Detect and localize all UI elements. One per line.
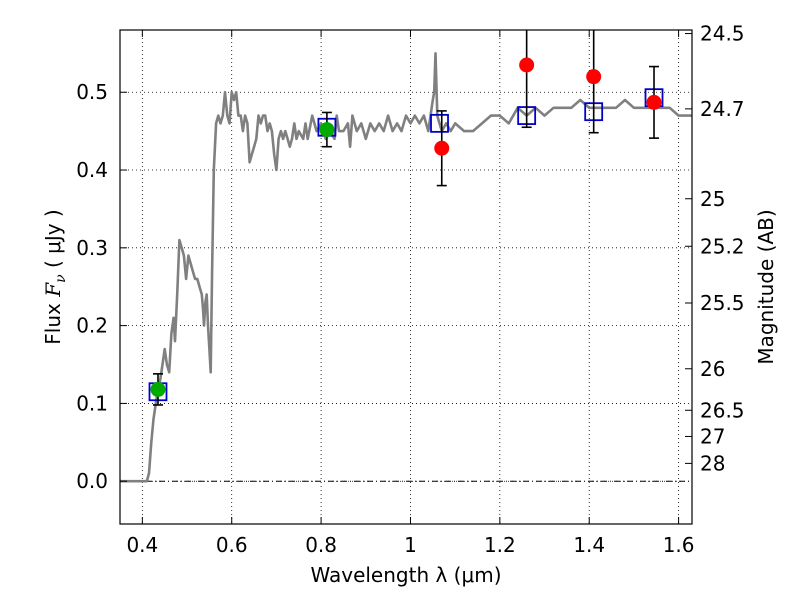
y-tick-label: 0.3 bbox=[76, 236, 108, 260]
x-tick-label: 0.4 bbox=[126, 533, 158, 557]
y-tick-label: 0.1 bbox=[76, 391, 108, 415]
magnitude-tick-label: 26.5 bbox=[700, 398, 745, 422]
y-axis-label-symbol: F bbox=[41, 282, 65, 298]
photometry-point bbox=[519, 57, 535, 73]
x-axis-ticks: 0.4 0.6 0.8 1 1.2 1.4 1.6 bbox=[126, 30, 695, 557]
photometry-point bbox=[150, 381, 166, 397]
x-tick-label: 1.6 bbox=[663, 533, 695, 557]
photometry-point bbox=[434, 140, 450, 156]
magnitude-tick-label: 25.5 bbox=[700, 291, 745, 315]
photometry-point bbox=[646, 94, 662, 110]
x-tick-label: 1.4 bbox=[573, 533, 605, 557]
model-photometry-boxes bbox=[148, 88, 664, 402]
photometry-point bbox=[586, 69, 602, 85]
magnitude-tick-label: 25.2 bbox=[700, 234, 745, 258]
x-tick-label: 0.8 bbox=[305, 533, 337, 557]
magnitude-tick-label: 24.7 bbox=[700, 97, 745, 121]
photometry-point bbox=[319, 122, 335, 138]
magnitude-tick-label: 25 bbox=[700, 187, 725, 211]
magnitude-tick-label: 28 bbox=[700, 451, 725, 475]
y-axis-label-prefix: Flux bbox=[41, 297, 65, 345]
magnitude-tick-label: 26 bbox=[700, 357, 725, 381]
plot-frame bbox=[119, 29, 693, 525]
y-tick-label: 0.0 bbox=[76, 469, 108, 493]
right-magnitude-axis-ticks: 24.5 24.7 25 25.2 25.5 26 26.527 28 bbox=[685, 22, 745, 475]
x-tick-label: 1 bbox=[404, 533, 417, 557]
right-axis-label: Magnitude (AB) bbox=[754, 209, 778, 364]
y-axis-label-suffix: ( μJy ) bbox=[41, 209, 65, 274]
y-tick-label: 0.4 bbox=[76, 158, 108, 182]
x-tick-label: 1.2 bbox=[484, 533, 516, 557]
model-photometry-box bbox=[430, 113, 449, 133]
y-axis-ticks: 0.0 0.1 0.2 0.3 0.4 0.5 bbox=[76, 80, 127, 493]
y-tick-label: 0.5 bbox=[76, 80, 108, 104]
error-bars bbox=[152, 30, 660, 406]
model-spectrum bbox=[120, 52, 692, 483]
observed-points bbox=[150, 57, 662, 397]
magnitude-tick-label: 27 bbox=[700, 424, 725, 448]
grid bbox=[120, 30, 692, 524]
x-tick-label: 0.6 bbox=[216, 533, 248, 557]
y-axis-label: Flux Fν ( μJy ) bbox=[41, 209, 69, 344]
magnitude-tick-label: 24.5 bbox=[700, 22, 745, 46]
x-axis-label: Wavelength λ (μm) bbox=[310, 563, 501, 587]
model-spectrum-line bbox=[120, 52, 692, 483]
y-tick-label: 0.2 bbox=[76, 314, 108, 338]
y-axis-label-subscript: ν bbox=[53, 274, 69, 283]
